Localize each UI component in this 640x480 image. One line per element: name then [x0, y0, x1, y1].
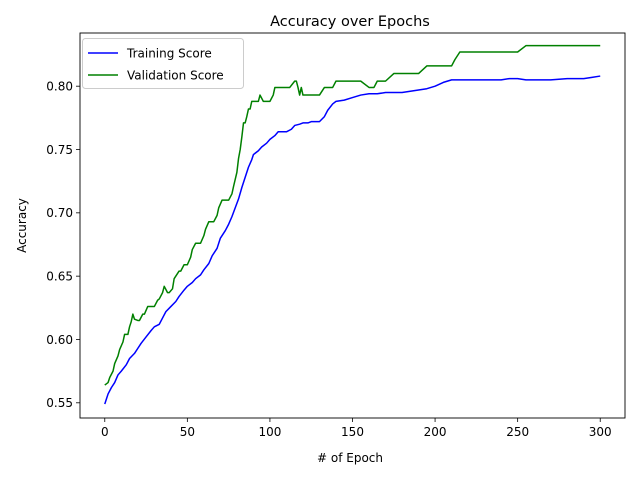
y-axis-label: Accuracy: [15, 198, 29, 253]
x-axis-label: # of Epoch: [317, 451, 383, 465]
y-axis: 0.55 0.60 0.65 0.70 0.75 0.80: [46, 79, 80, 410]
y-tick-label: 0.75: [46, 143, 73, 157]
legend-label: Validation Score: [127, 68, 224, 82]
x-tick-label: 50: [180, 425, 195, 439]
legend-label: Training Score: [126, 46, 212, 60]
y-tick-label: 0.60: [46, 333, 73, 347]
legend-box: [82, 38, 244, 89]
chart-title: Accuracy over Epochs: [270, 14, 430, 30]
legend: Training Score Validation Score: [82, 38, 244, 89]
x-tick-label: 100: [258, 425, 281, 439]
y-tick-label: 0.65: [46, 269, 73, 283]
y-tick-label: 0.80: [46, 79, 73, 93]
y-tick-label: 0.70: [46, 206, 73, 220]
x-tick-label: 0: [101, 425, 109, 439]
x-tick-label: 150: [341, 425, 364, 439]
x-tick-label: 250: [506, 425, 529, 439]
x-axis: 0 50 100 150 200 250 300: [101, 418, 612, 439]
x-tick-label: 300: [589, 425, 612, 439]
series-line-training-score: [104, 75, 601, 405]
series-line-validation-score: [104, 44, 601, 386]
x-tick-label: 200: [424, 425, 447, 439]
y-tick-label: 0.55: [46, 396, 73, 410]
